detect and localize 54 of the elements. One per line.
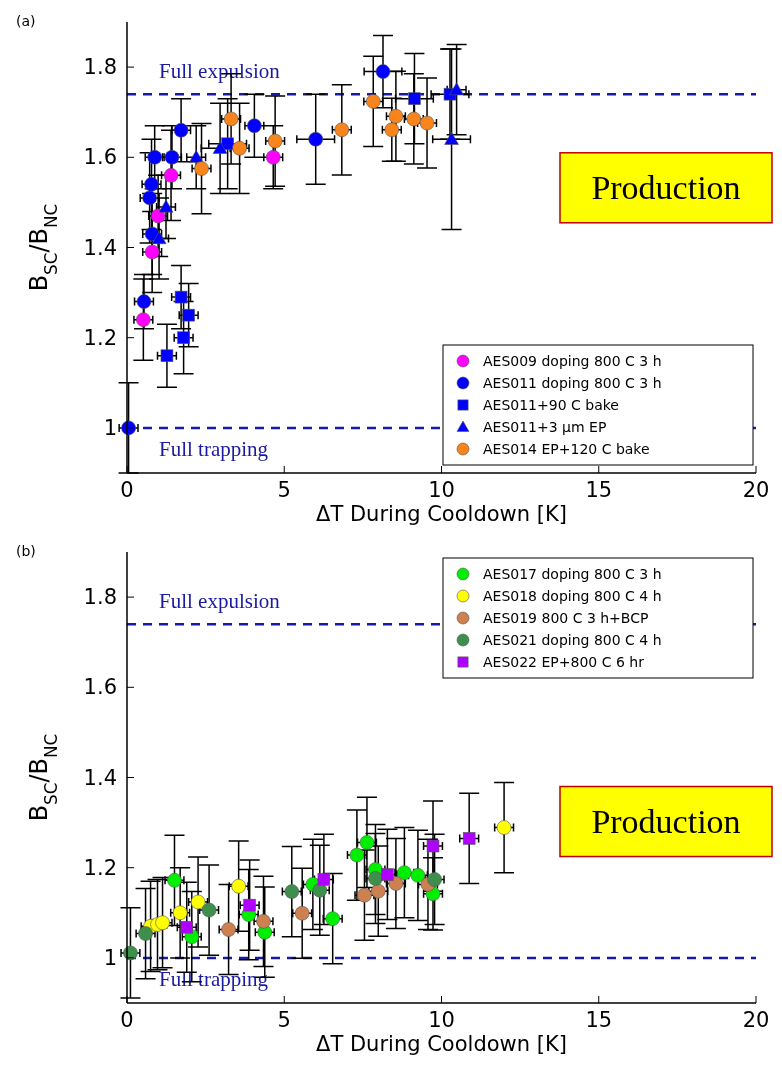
point — [462, 832, 476, 845]
y-tick-label: 1.8 — [83, 55, 117, 80]
y-tick-label: 1.2 — [83, 855, 117, 880]
chart-title: (b) — [16, 543, 36, 559]
legend-label: AES014 EP+120 C bake — [483, 441, 650, 457]
legend-label: AES019 800 C 3 h+BCP — [483, 610, 649, 626]
point — [182, 308, 195, 322]
point — [180, 920, 194, 934]
x-tick-label: 0 — [120, 1008, 134, 1032]
y-tick-label: 1.6 — [83, 145, 117, 170]
point — [408, 92, 421, 105]
point — [308, 131, 323, 147]
x-tick-label: 15 — [585, 1008, 613, 1032]
point — [426, 839, 440, 853]
y-tick-label: 1.8 — [83, 585, 117, 610]
point — [174, 290, 188, 304]
x-tick-label: 20 — [742, 1008, 770, 1032]
y-tick-label: 1 — [103, 945, 117, 970]
legend-label: AES011 doping 800 C 3 h — [483, 375, 662, 391]
x-axis-title: ΔT During Cooldown [K] — [316, 1032, 567, 1056]
y-tick-label: 1.2 — [83, 325, 117, 350]
y-tick-label: 1.6 — [83, 675, 117, 700]
legend-label: AES018 doping 800 C 4 h — [483, 588, 662, 604]
point — [177, 331, 190, 344]
legend-label: AES011+90 C bake — [483, 397, 619, 413]
legend-label: AES011+3 µm EP — [483, 419, 607, 435]
point — [381, 868, 394, 881]
point — [243, 898, 256, 912]
x-tick-label: 5 — [277, 1008, 291, 1032]
annotation: Production — [591, 168, 741, 206]
x-tick-label: 10 — [428, 1008, 455, 1032]
chart-title: (a) — [16, 13, 36, 29]
y-tick-label: 1.4 — [83, 765, 117, 790]
annotation: Production — [591, 802, 741, 840]
point — [317, 873, 331, 886]
legend-label: AES022 EP+800 C 6 hr — [483, 654, 645, 670]
point — [160, 349, 174, 362]
x-axis-title: ΔT During Cooldown [K] — [316, 502, 567, 526]
legend-label: AES017 doping 800 C 3 h — [483, 566, 662, 582]
x-tick-label: 15 — [585, 478, 613, 502]
x-tick-label: 0 — [120, 478, 134, 502]
x-tick-label: 20 — [742, 478, 770, 502]
y-tick-label: 1.4 — [83, 235, 117, 260]
point — [212, 140, 228, 154]
ref-line-label: Full expulsion — [159, 589, 281, 614]
x-tick-label: 10 — [428, 478, 455, 502]
legend-label: AES009 doping 800 C 3 h — [483, 353, 662, 369]
ref-line-label: Full trapping — [159, 436, 269, 461]
x-tick-label: 5 — [277, 478, 291, 502]
point — [375, 64, 391, 79]
point — [444, 131, 459, 145]
ref-line-label: Full expulsion — [159, 59, 281, 84]
y-tick-label: 1 — [103, 415, 117, 440]
legend-label: AES021 doping 800 C 4 h — [483, 632, 662, 648]
